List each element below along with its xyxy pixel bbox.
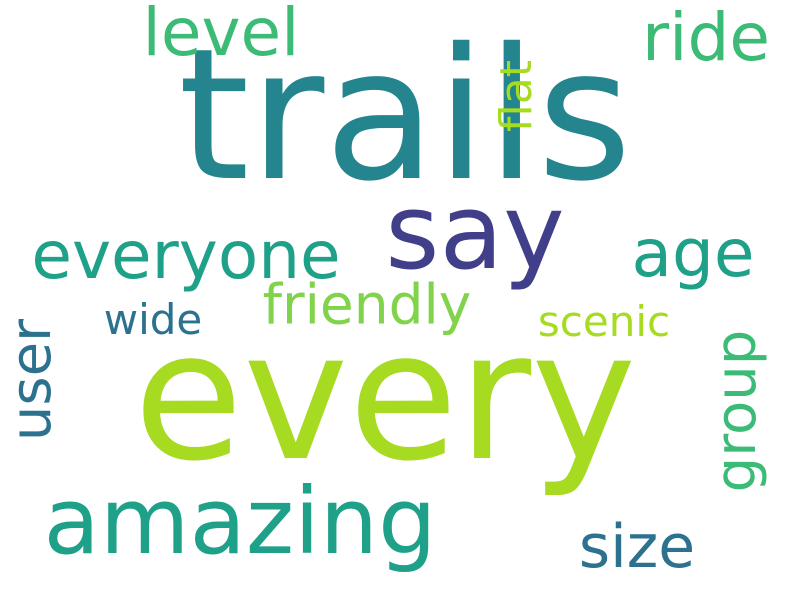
word-wide: wide <box>103 295 203 344</box>
word-ride: ride <box>642 0 770 76</box>
word-user: user <box>0 318 64 442</box>
word-trails: trails <box>178 9 632 221</box>
word-scenic: scenic <box>537 297 671 346</box>
word-age: age <box>631 215 755 292</box>
word-amazing: amazing <box>43 468 437 575</box>
word-say: say <box>385 171 565 293</box>
word-size: size <box>578 512 696 582</box>
word-every: every <box>133 293 637 500</box>
word-everyone: everyone <box>31 217 341 294</box>
word-level: level <box>142 0 300 71</box>
word-flat: flat <box>491 60 542 132</box>
word-group: group <box>704 329 769 493</box>
word-friendly: friendly <box>262 272 472 337</box>
